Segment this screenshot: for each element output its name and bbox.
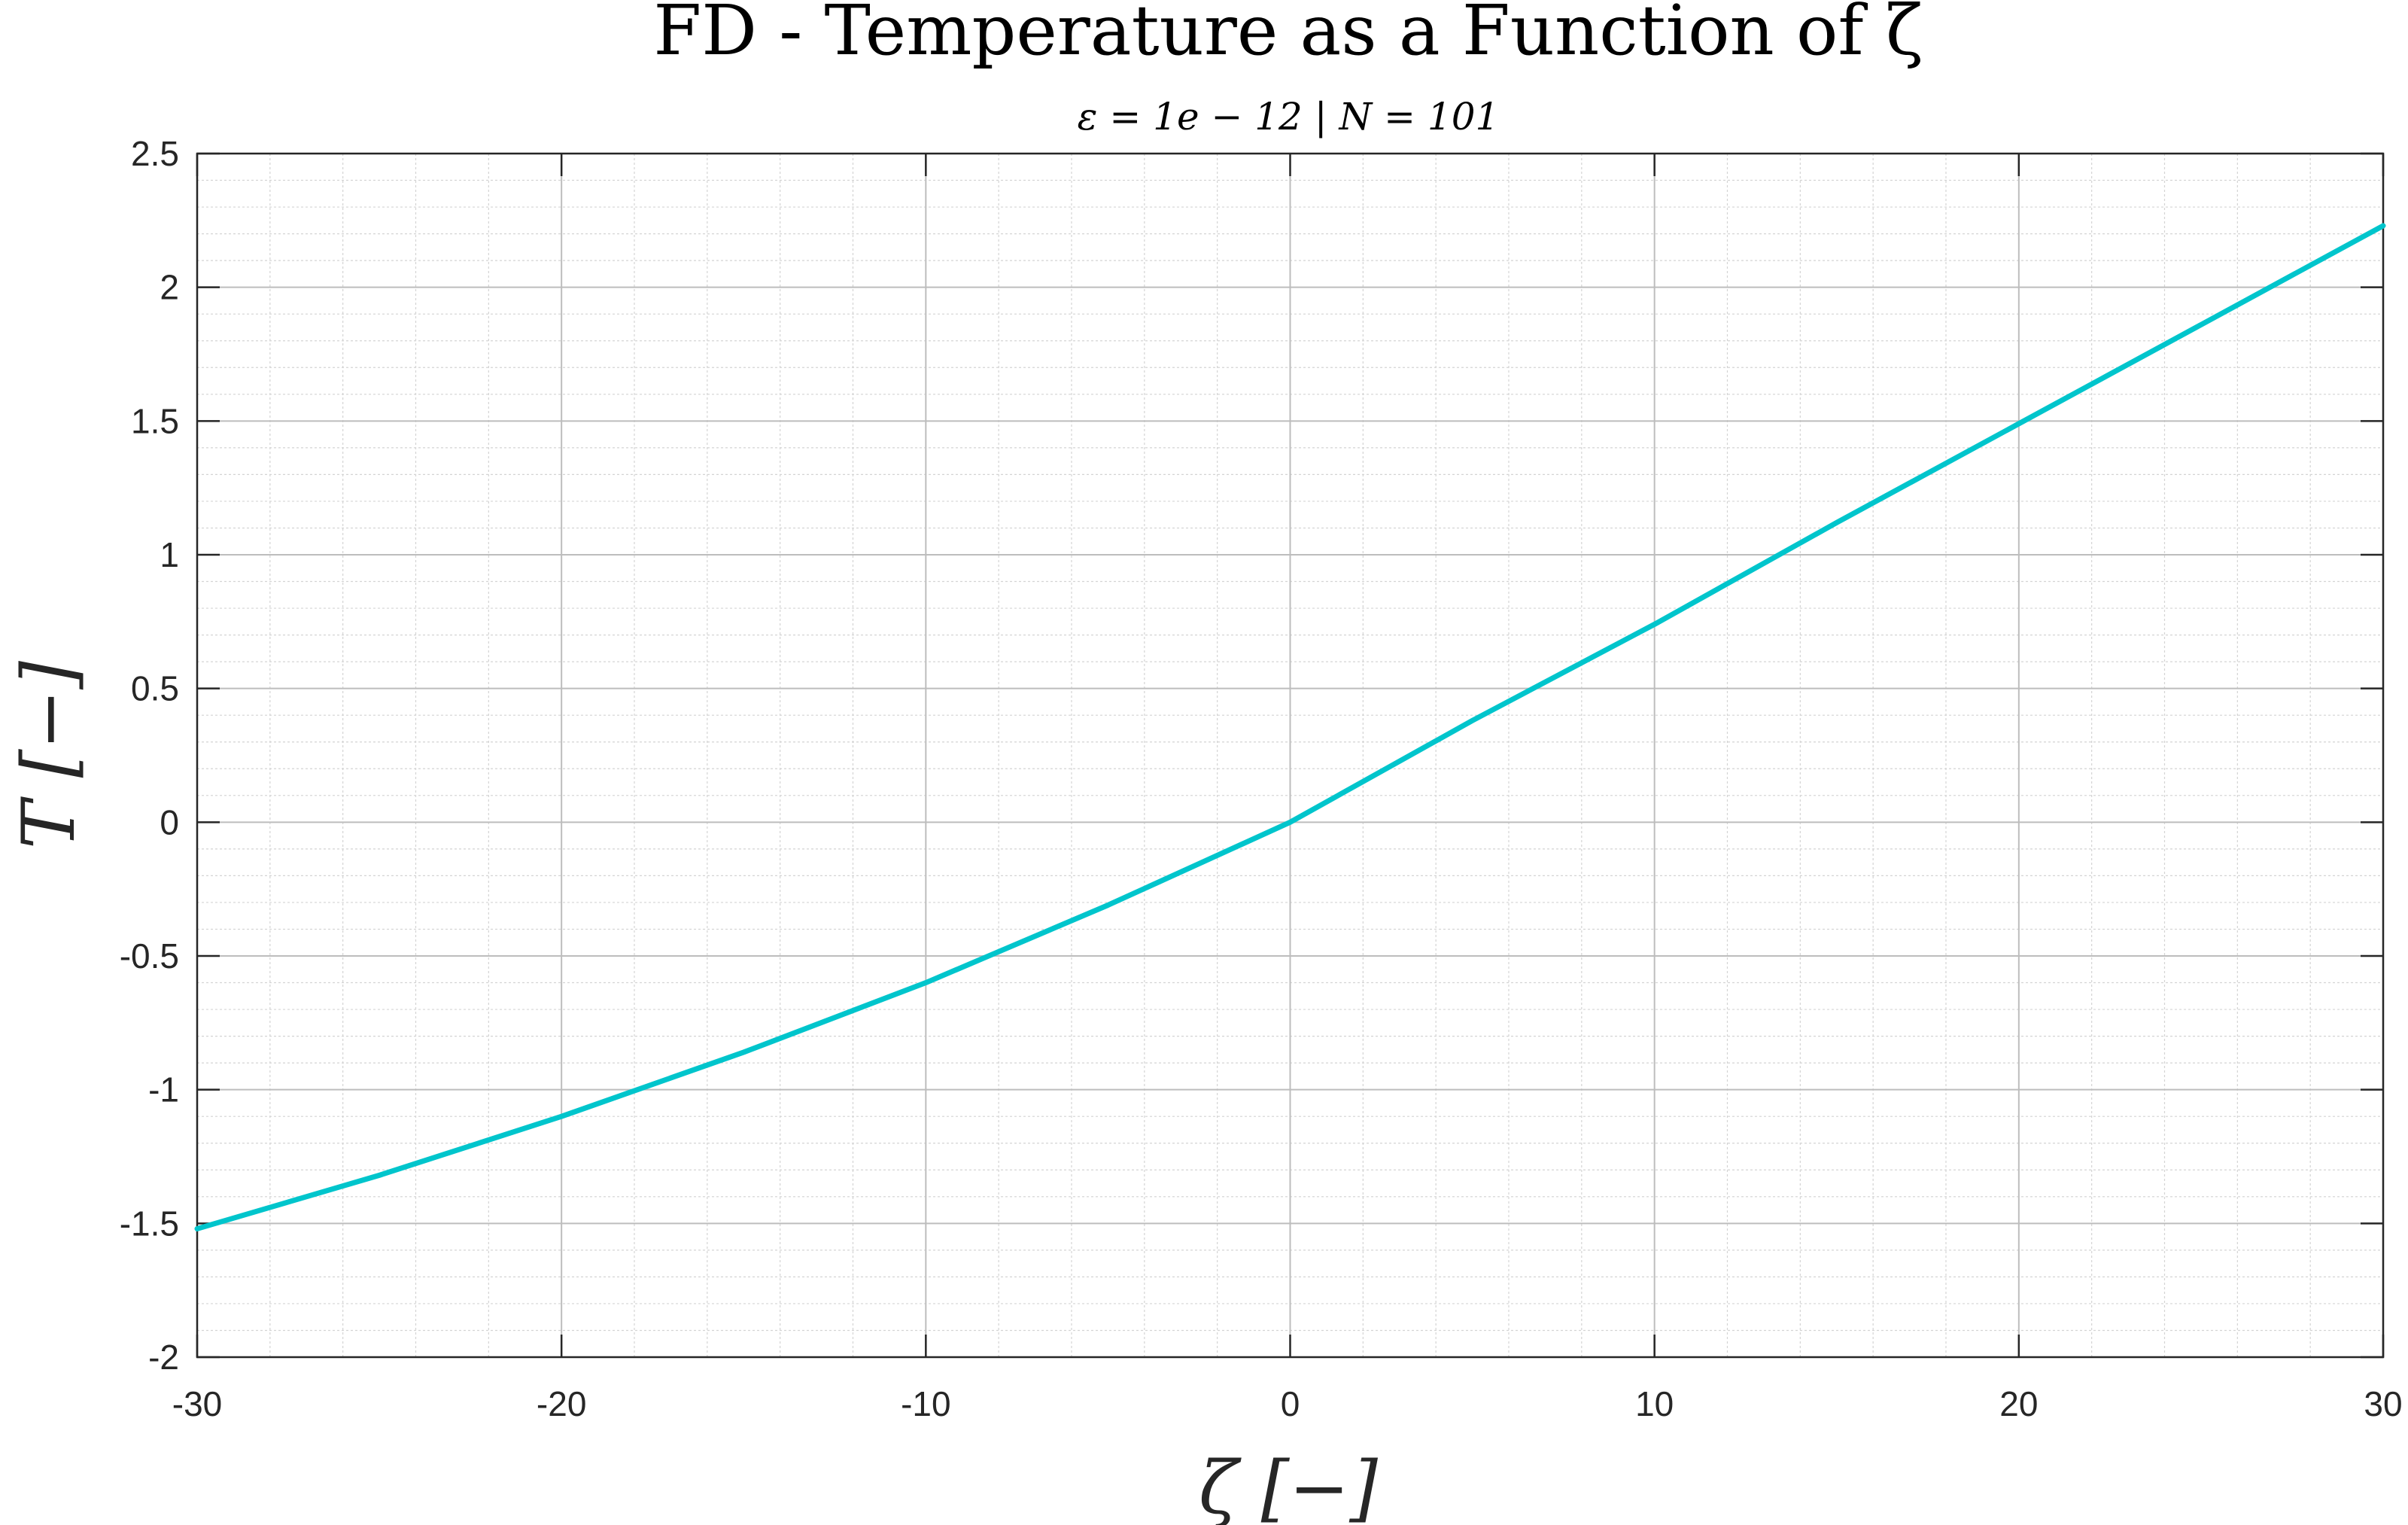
x-tick-label: -30 bbox=[172, 1384, 222, 1423]
y-tick-label: 2.5 bbox=[131, 134, 179, 173]
y-tick-labels: 2.5 2 1.5 1 0.5 0 -0.5 -1 -1.5 -2 bbox=[120, 134, 179, 1377]
chart-subtitle: ε = 1e − 12 | N = 101 bbox=[1078, 95, 1500, 138]
series-layer bbox=[194, 223, 2386, 1231]
x-tick-label: 0 bbox=[1281, 1384, 1300, 1423]
y-axis-label: T [−] bbox=[7, 661, 91, 849]
y-tick-label: -1.5 bbox=[120, 1204, 179, 1243]
tick-marks bbox=[196, 152, 2385, 1359]
y-tick-label: -0.5 bbox=[120, 936, 179, 976]
y-tick-label: 2 bbox=[160, 268, 179, 307]
y-tick-label: 0.5 bbox=[131, 669, 179, 708]
major-grid bbox=[196, 153, 2384, 1358]
series-line-0 bbox=[194, 223, 2386, 1231]
x-tick-label: 10 bbox=[1635, 1384, 1674, 1423]
x-tick-label: 20 bbox=[1999, 1384, 2038, 1423]
y-tick-label: -2 bbox=[148, 1338, 179, 1377]
x-axis-label: ζ [−] bbox=[1199, 1446, 1378, 1525]
chart-title: FD - Temperature as a Function of ζ bbox=[653, 0, 1923, 71]
y-tick-label: 0 bbox=[160, 802, 179, 842]
y-tick-label: 1.5 bbox=[131, 401, 179, 440]
x-tick-label: -20 bbox=[537, 1384, 586, 1423]
x-tick-labels: -30 -20 -10 0 10 20 30 bbox=[172, 1384, 2403, 1423]
y-tick-label: 1 bbox=[160, 535, 179, 574]
x-tick-label: 30 bbox=[2364, 1384, 2402, 1423]
y-tick-label: -1 bbox=[148, 1070, 179, 1110]
x-tick-label: -10 bbox=[901, 1384, 950, 1423]
